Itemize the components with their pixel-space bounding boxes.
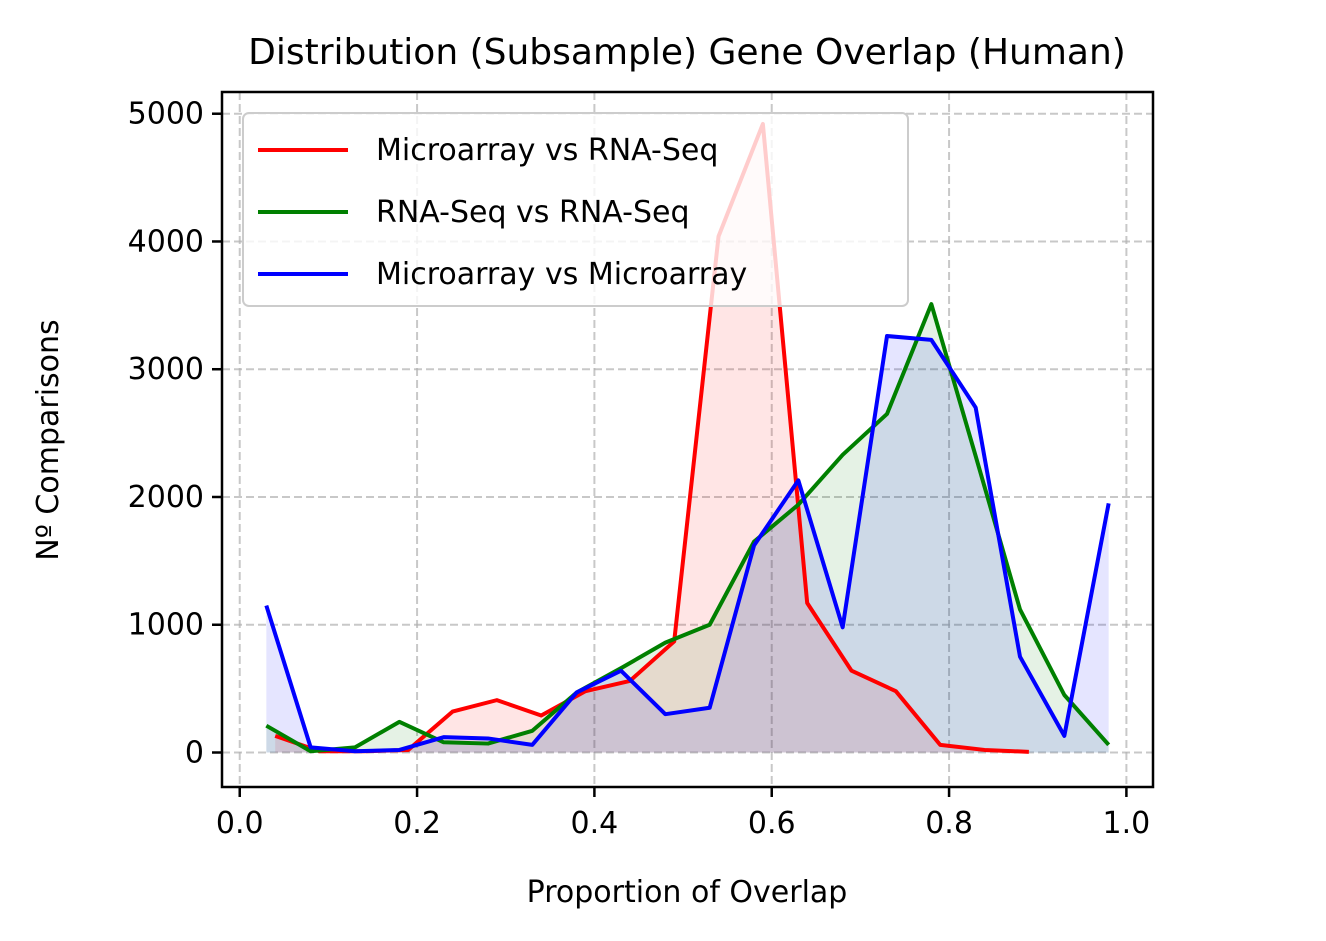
legend-label-0: Microarray vs RNA-Seq	[376, 133, 718, 168]
x-axis-ticks: 0.0 0.2 0.4 0.6 0.8 1.0	[216, 787, 1150, 841]
y-tick-label: 3000	[128, 352, 204, 387]
x-tick-label: 0.6	[748, 806, 796, 841]
y-tick-label: 2000	[128, 480, 204, 515]
x-axis-label: Proportion of Overlap	[527, 875, 848, 910]
series-fill-2	[266, 336, 1109, 753]
chart-title: Distribution (Subsample) Gene Overlap (H…	[248, 32, 1126, 73]
x-tick-label: 1.0	[1103, 806, 1151, 841]
x-tick-label: 0.4	[571, 806, 619, 841]
x-tick-label: 0.0	[216, 806, 264, 841]
series-line-1	[265, 302, 1111, 754]
series-fill-1	[266, 304, 1109, 753]
legend-label-2: Microarray vs Microarray	[376, 257, 747, 292]
y-tick-label: 4000	[128, 224, 204, 259]
x-tick-label: 0.2	[393, 806, 441, 841]
series-line-2	[264, 334, 1111, 754]
x-tick-label: 0.8	[925, 806, 973, 841]
y-axis-label: Nº Comparisons	[31, 319, 66, 560]
y-axis-ticks: 0 1000 2000 3000 4000 5000	[128, 97, 222, 771]
y-tick-label: 5000	[128, 97, 204, 132]
series-fills	[266, 123, 1109, 753]
y-tick-label: 0	[185, 736, 204, 771]
legend: Microarray vs RNA-Seq RNA-Seq vs RNA-Seq M…	[242, 112, 909, 307]
legend-box	[242, 112, 909, 307]
legend-label-1: RNA-Seq vs RNA-Seq	[376, 195, 690, 230]
plot-frame	[220, 90, 1155, 789]
y-tick-label: 1000	[128, 608, 204, 643]
series-lines	[264, 121, 1111, 754]
